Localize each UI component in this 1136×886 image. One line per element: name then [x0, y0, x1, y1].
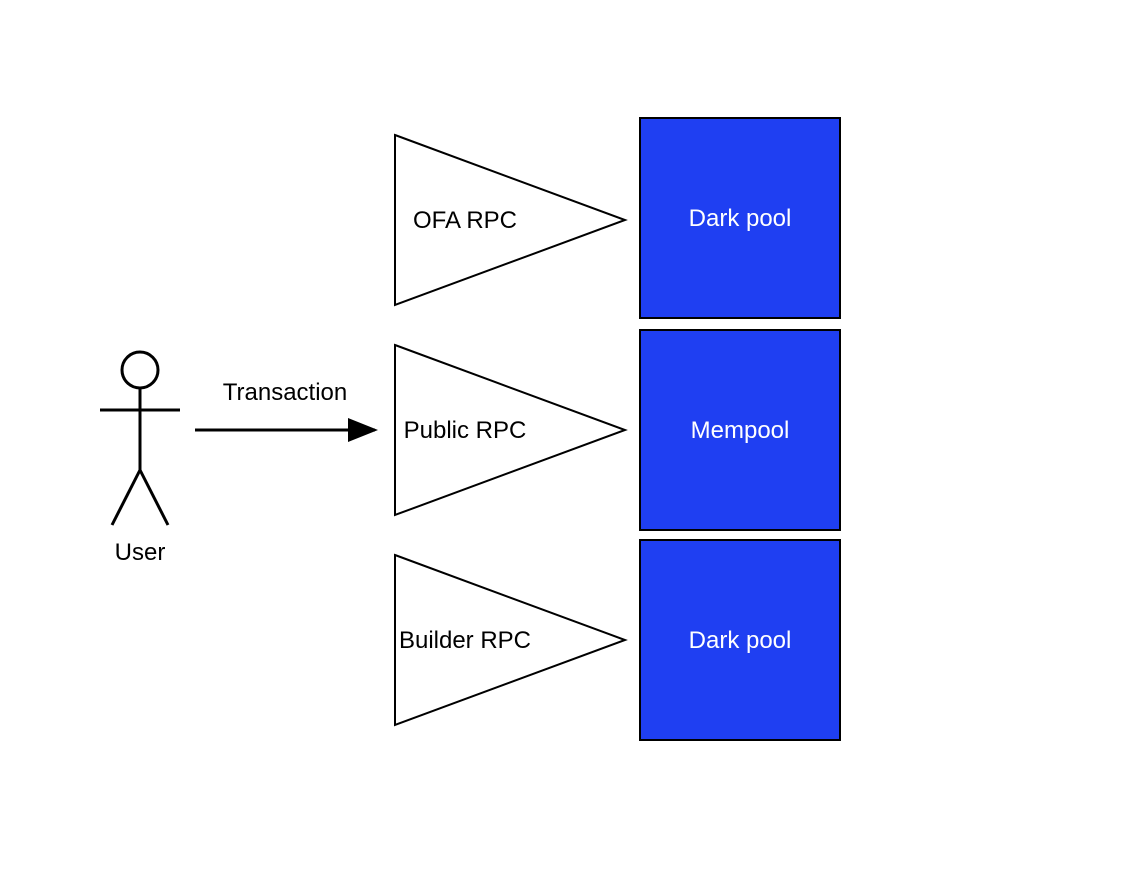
arrow-transaction: Transaction: [195, 379, 375, 430]
triangle-public-rpc: Public RPC: [395, 345, 625, 515]
flowchart-diagram: User Transaction OFA RPC Public RPC Buil…: [0, 0, 1136, 886]
triangle-label-ofa: OFA RPC: [413, 207, 517, 234]
box-label-1: Dark pool: [689, 205, 792, 232]
triangle-ofa-rpc: OFA RPC: [395, 135, 625, 305]
triangle-label-public: Public RPC: [404, 417, 527, 444]
actor-label: User: [115, 539, 166, 566]
box-dark-pool-1: Dark pool: [640, 118, 840, 318]
triangle-label-builder: Builder RPC: [399, 627, 531, 654]
triangle-builder-rpc: Builder RPC: [395, 555, 625, 725]
box-label-2: Mempool: [691, 417, 790, 444]
box-label-3: Dark pool: [689, 627, 792, 654]
actor-user: User: [100, 352, 180, 566]
box-mempool: Mempool: [640, 330, 840, 530]
box-dark-pool-2: Dark pool: [640, 540, 840, 740]
arrow-label: Transaction: [223, 379, 348, 406]
